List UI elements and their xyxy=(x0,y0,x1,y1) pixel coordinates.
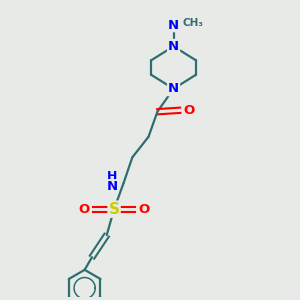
Text: N: N xyxy=(168,82,179,95)
Text: O: O xyxy=(139,203,150,216)
Text: N: N xyxy=(107,180,118,193)
Text: O: O xyxy=(183,104,194,117)
Text: CH₃: CH₃ xyxy=(183,18,204,28)
Text: S: S xyxy=(109,202,120,217)
Text: N: N xyxy=(168,40,179,53)
Text: O: O xyxy=(78,203,90,216)
Text: N: N xyxy=(168,19,179,32)
Text: H: H xyxy=(107,170,118,183)
